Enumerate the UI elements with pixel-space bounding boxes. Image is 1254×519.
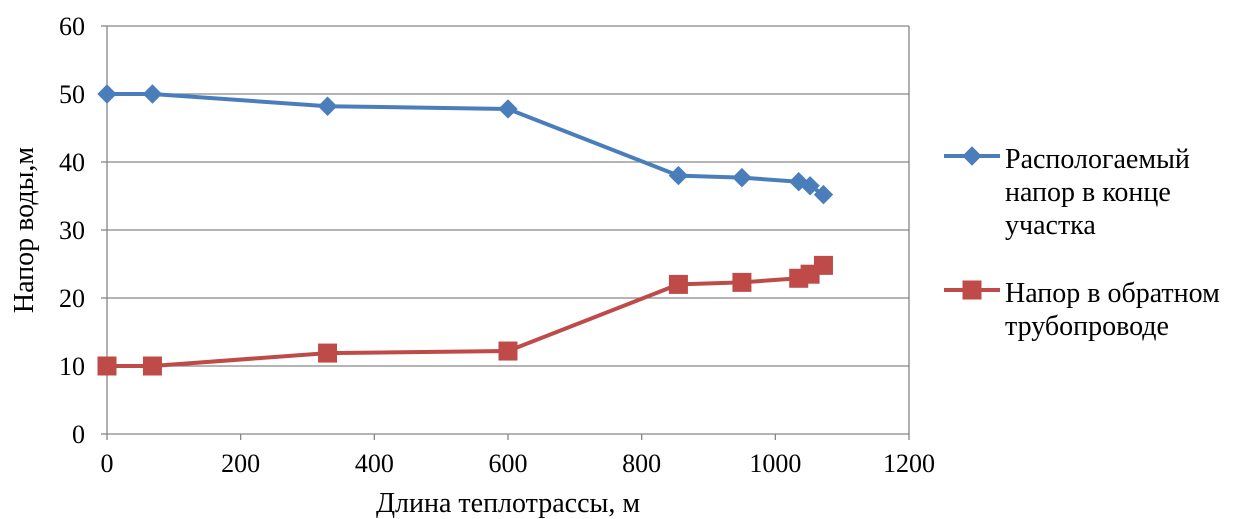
- y-axis-title: Напор воды,м: [9, 147, 40, 314]
- y-axis-ticks: 0 10 20 30 40 50 60: [59, 12, 107, 449]
- data-point-diamond: [317, 96, 338, 116]
- x-axis-title: Длина теплотрассы, м: [376, 488, 640, 519]
- data-point-square: [318, 343, 338, 363]
- y-tick-label: 0: [72, 420, 85, 449]
- data-point-square: [668, 274, 688, 294]
- legend-label-line: участка: [1005, 210, 1096, 241]
- x-tick-label: 1000: [749, 449, 801, 478]
- x-axis-ticks: 0 200 400 600 800 1000 1200: [101, 434, 935, 478]
- legend-label-line: напор в конце: [1005, 177, 1171, 208]
- data-point-square: [142, 356, 162, 376]
- x-tick-label: 0: [101, 449, 114, 478]
- y-tick-label: 50: [59, 80, 85, 109]
- data-point-square: [813, 255, 833, 275]
- data-point-diamond: [97, 84, 117, 104]
- data-point-diamond: [498, 99, 518, 119]
- series-1: [97, 84, 834, 205]
- y-tick-label: 10: [59, 352, 85, 381]
- series-2-line: [107, 263, 825, 368]
- y-tick-label: 40: [59, 148, 85, 177]
- x-tick-label: 600: [489, 449, 528, 478]
- y-tick-label: 60: [59, 12, 85, 41]
- legend-marker: [962, 280, 982, 300]
- data-point-diamond: [732, 167, 752, 188]
- legend-label-line: Напор в обратном: [1005, 278, 1220, 309]
- x-tick-label: 800: [622, 449, 661, 478]
- gridlines: [107, 25, 909, 367]
- x-tick-label: 400: [355, 449, 394, 478]
- legend-marker: [962, 146, 982, 166]
- data-point-square: [97, 356, 117, 376]
- data-point-square: [498, 341, 518, 361]
- data-point-diamond: [813, 184, 834, 205]
- series-2: [97, 255, 833, 376]
- series-1-line: [107, 92, 825, 197]
- data-point-diamond: [142, 84, 163, 104]
- y-tick-label: 30: [59, 216, 85, 245]
- x-tick-label: 200: [221, 449, 260, 478]
- data-point-diamond: [668, 165, 689, 186]
- x-tick-label: 1200: [883, 449, 935, 478]
- data-point-square: [732, 272, 752, 292]
- y-tick-label: 20: [59, 284, 85, 313]
- legend-label-line: трубопроводе: [1005, 311, 1169, 342]
- legend-label-line: Распологаемый: [1005, 144, 1190, 175]
- data-point-diamond: [800, 176, 820, 196]
- series-group: [97, 84, 834, 376]
